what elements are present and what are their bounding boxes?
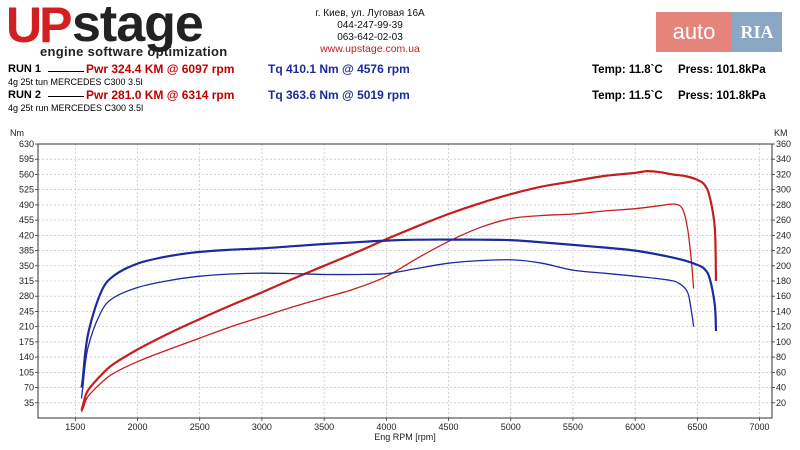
y-tick-label-left: 280	[19, 291, 34, 301]
y-tick-label-right: 260	[776, 215, 791, 225]
logo-tagline: engine software optimization	[40, 44, 228, 59]
y-tick-label-left: 595	[19, 154, 34, 164]
chart-series	[80, 169, 718, 413]
y-axis-left-label: Nm	[10, 128, 24, 138]
watermark-auto: auto	[656, 12, 732, 52]
address: г. Киев, ул. Луговая 16А	[315, 8, 425, 19]
run2-torque: Tq 363.6 Nm @ 5019 rpm	[268, 88, 410, 102]
y-tick-label-right: 40	[776, 383, 786, 393]
y-tick-label-left: 490	[19, 200, 34, 210]
run1-torque: Tq 410.1 Nm @ 4576 rpm	[268, 62, 410, 76]
x-tick-label: 3000	[252, 422, 272, 432]
x-tick-label: 6000	[625, 422, 645, 432]
y-tick-label-left: 140	[19, 352, 34, 362]
series-line-run-2-torque	[80, 259, 695, 399]
phone-2: 063-642-02-03	[337, 32, 403, 43]
y-tick-label-right: 340	[776, 154, 791, 164]
watermark-ria: RIA	[732, 12, 782, 52]
y-tick-label-left: 70	[24, 383, 34, 393]
y-tick-label-left: 315	[19, 276, 34, 286]
y-tick-label-left: 525	[19, 185, 34, 195]
x-tick-label: 4500	[439, 422, 459, 432]
run2-description: 4g 25t run MERCEDES C300 3.5l	[8, 103, 144, 113]
y-tick-label-right: 20	[776, 398, 786, 408]
y-tick-label-right: 160	[776, 291, 791, 301]
chart-axes	[35, 143, 775, 421]
y-tick-label-left: 630	[19, 139, 34, 149]
run1-label: RUN 1	[8, 63, 42, 75]
series-line-run-2-power	[80, 203, 695, 413]
y-tick-label-right: 120	[776, 322, 791, 332]
y-tick-label-right: 80	[776, 352, 786, 362]
y-tick-label-left: 175	[19, 337, 34, 347]
run2-power: Pwr 281.0 KM @ 6314 rpm	[86, 88, 235, 102]
run2-press: Press: 101.8kPa	[678, 90, 766, 102]
y-tick-label-left: 455	[19, 215, 34, 225]
chart-grid	[38, 143, 772, 418]
x-axis-label: Eng RPM [rpm]	[374, 432, 436, 442]
run1-power: Pwr 324.4 KM @ 6097 rpm	[86, 62, 235, 76]
x-tick-label: 2500	[190, 422, 210, 432]
run1-description: 4g 25t tun MERCEDES C300 3.5l	[8, 77, 143, 87]
y-tick-label-right: 300	[776, 185, 791, 195]
y-tick-label-right: 140	[776, 306, 791, 316]
y-tick-label-left: 350	[19, 261, 34, 271]
website-link[interactable]: www.upstage.com.ua	[320, 43, 420, 55]
y-tick-label-left: 385	[19, 246, 34, 256]
run2-temp: Temp: 11.5`C	[592, 90, 663, 102]
y-tick-label-left: 560	[19, 169, 34, 179]
x-tick-label: 6500	[687, 422, 707, 432]
y-axis-right-label: KM	[774, 128, 788, 138]
y-tick-label-left: 210	[19, 322, 34, 332]
x-tick-label: 5500	[563, 422, 583, 432]
y-tick-label-right: 360	[776, 139, 791, 149]
y-tick-label-right: 320	[776, 169, 791, 179]
series-line-run-1-torque	[80, 238, 718, 388]
run1-temp: Temp: 11.8`C	[592, 64, 663, 76]
logo-stage: stage	[72, 0, 204, 53]
y-tick-label-right: 60	[776, 367, 786, 377]
logo-up: UP	[6, 0, 72, 53]
y-tick-label-right: 100	[776, 337, 791, 347]
y-tick-label-right: 280	[776, 200, 791, 210]
y-tick-label-right: 240	[776, 230, 791, 240]
x-tick-label: 4000	[376, 422, 396, 432]
autoria-watermark: auto RIA	[656, 12, 782, 52]
y-tick-label-right: 180	[776, 276, 791, 286]
y-tick-label-left: 420	[19, 230, 34, 240]
y-tick-label-left: 35	[24, 398, 34, 408]
x-tick-label: 3500	[314, 422, 334, 432]
series-line-run-1-power	[80, 169, 718, 411]
y-tick-label-left: 245	[19, 306, 34, 316]
plot-frame	[37, 143, 773, 419]
y-tick-label-right: 220	[776, 246, 791, 256]
phone-1: 044-247-99-39	[337, 20, 403, 31]
x-tick-label: 7000	[750, 422, 770, 432]
chart-ticks: 35 70 105 140 175 210 245 280 315 350 385 420 455 490…	[19, 139, 791, 432]
y-tick-label-left: 105	[19, 367, 34, 377]
x-tick-label: 5000	[501, 422, 521, 432]
x-tick-label: 2000	[128, 422, 148, 432]
run2-label: RUN 2	[8, 89, 42, 101]
run1-line-sample	[48, 71, 84, 72]
y-tick-label-right: 200	[776, 261, 791, 271]
x-tick-label: 1500	[65, 422, 85, 432]
run1-press: Press: 101.8kPa	[678, 64, 766, 76]
run2-line-sample	[48, 96, 84, 97]
